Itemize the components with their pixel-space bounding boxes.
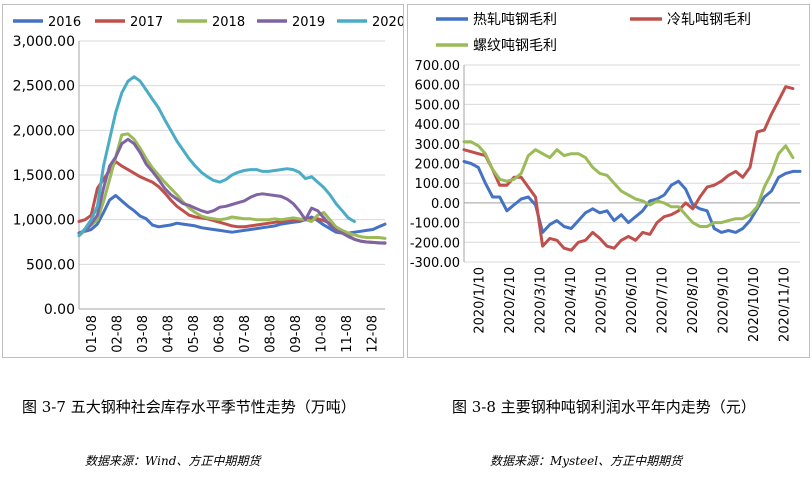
x-tick-label: 11-08 <box>340 315 355 353</box>
series-line-4 <box>77 137 387 245</box>
x-tick-label: 2020/1/10 <box>472 267 487 334</box>
series-line-3 <box>462 140 795 228</box>
y-tick-label: 0.00 <box>431 197 460 212</box>
x-tick-label: 10-08 <box>314 315 329 353</box>
y-tick-label: 600.00 <box>415 79 461 94</box>
x-tick-label: 09-08 <box>289 315 304 353</box>
legend-label-3: 2018 <box>212 15 245 30</box>
legend-label-2: 2017 <box>130 15 163 30</box>
y-tick-label: 300.00 <box>415 138 461 153</box>
x-tick-label: 2020/5/10 <box>594 267 609 334</box>
x-tick-label: 06-08 <box>212 315 227 353</box>
x-tick-label: 07-08 <box>238 315 253 353</box>
caption-right: 图 3-8 主要钢种吨钢利润水平年内走势（元） <box>452 398 756 416</box>
x-tick-label: 05-08 <box>187 315 202 353</box>
y-tick-label: 500.00 <box>26 257 75 273</box>
y-tick-label: 1,000.00 <box>13 213 75 229</box>
x-tick-label: 08-08 <box>263 315 278 353</box>
x-tick-label: 12-08 <box>365 315 380 353</box>
x-tick-label: 02-08 <box>110 315 125 353</box>
series-line-1 <box>462 160 802 234</box>
x-tick-label: 03-08 <box>136 315 151 353</box>
series-line-1 <box>77 194 387 235</box>
source-right: 数据来源：Mysteel、方正中期期货 <box>490 454 683 468</box>
x-tick-label: 2020/3/10 <box>533 267 548 334</box>
x-tick-label: 01-08 <box>85 315 100 353</box>
x-tick-label: 2020/9/10 <box>717 267 732 334</box>
x-tick-label: 2020/4/10 <box>564 267 579 334</box>
caption-left: 图 3-7 五大钢种社会库存水平季节性走势（万吨） <box>22 398 356 416</box>
y-tick-label: 1,500.00 <box>13 168 75 184</box>
x-tick-label: 2020/6/10 <box>625 267 640 334</box>
y-tick-label: 2,500.00 <box>13 79 75 95</box>
y-tick-label: 400.00 <box>415 118 461 133</box>
series-line-3 <box>77 132 387 240</box>
y-tick-label: 100.00 <box>415 177 461 192</box>
x-tick-label: 2020/8/10 <box>686 267 701 334</box>
y-tick-label: 200.00 <box>415 158 461 173</box>
x-tick-label: 2020/10/10 <box>747 267 762 342</box>
y-tick-label: 0.00 <box>44 302 75 318</box>
source-left: 数据来源：Wind、方正中期期货 <box>85 454 261 468</box>
y-tick-label: 2,000.00 <box>13 123 75 139</box>
x-tick-label: 2020/11/10 <box>778 267 793 342</box>
y-tick-label: -300.00 <box>410 256 460 271</box>
y-tick-label: 700.00 <box>415 59 461 74</box>
y-tick-label: -100.00 <box>410 217 460 232</box>
inventory-chart-panel: 0.00 500.00 1,000.00 1,500.00 2,000.00 2,500.… <box>2 4 405 358</box>
y-tick-label: 500.00 <box>415 98 461 113</box>
legend-label-5: 2020 <box>372 15 403 30</box>
y-tick-label: 3,000.00 <box>13 34 75 50</box>
legend-label-2: 冷轧吨钢毛利 <box>667 12 751 28</box>
series-line-5 <box>77 75 356 238</box>
y-tick-label: -200.00 <box>410 236 460 251</box>
profit-chart-panel: -300.00 -200.00 -100.00 0.00 100.00 200.00 300… <box>407 4 810 358</box>
legend-label-1: 热轧吨钢毛利 <box>473 12 557 28</box>
profit-chart: -300.00 -200.00 -100.00 0.00 100.00 200.00 300… <box>410 12 802 342</box>
legend-label-3: 螺纹吨钢毛利 <box>473 38 557 54</box>
x-tick-label: 04-08 <box>161 315 176 353</box>
inventory-chart: 0.00 500.00 1,000.00 1,500.00 2,000.00 2,500.… <box>13 15 405 353</box>
x-tick-label: 2020/7/10 <box>656 267 671 334</box>
legend-label-1: 2016 <box>48 15 81 30</box>
x-tick-label: 2020/2/10 <box>503 267 518 334</box>
legend-label-4: 2019 <box>292 15 325 30</box>
